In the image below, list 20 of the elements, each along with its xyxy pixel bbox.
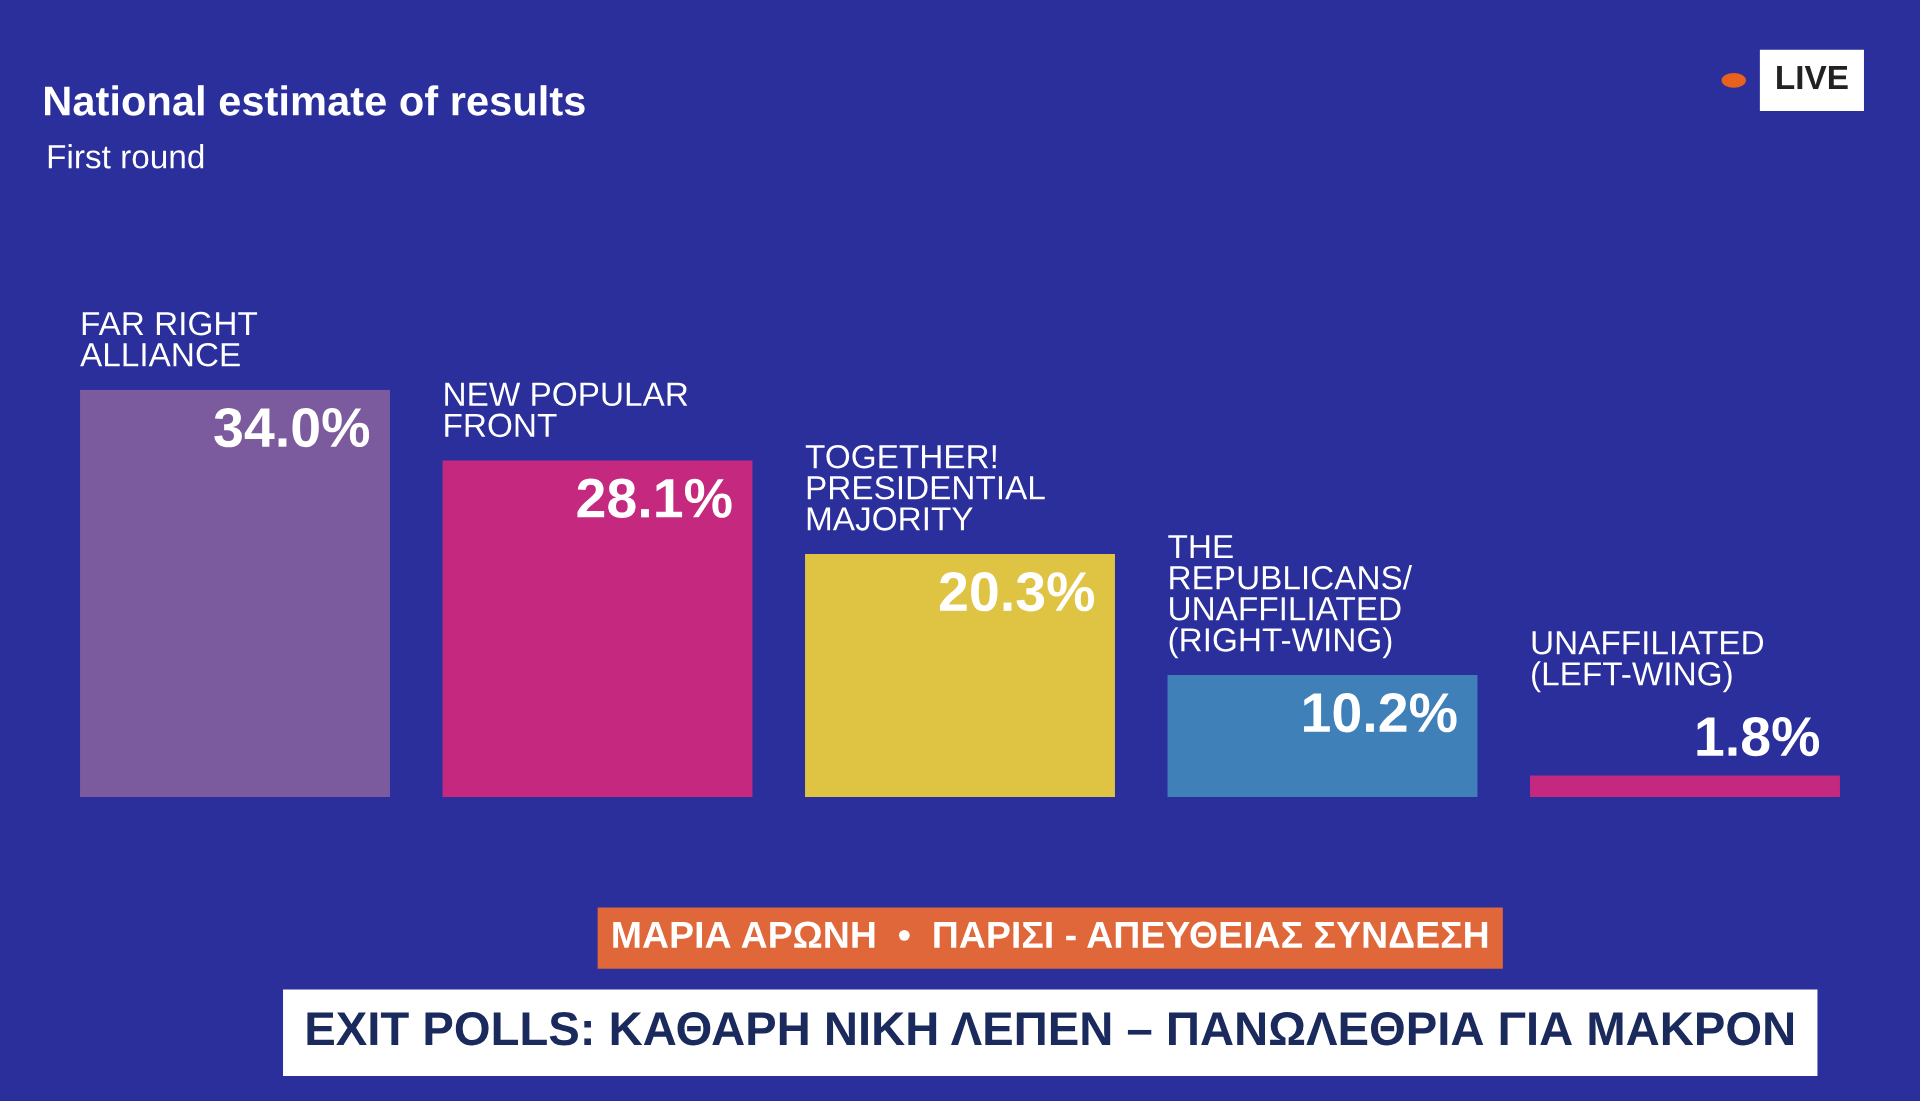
bar	[1167, 674, 1478, 798]
x-tick-label: NEW POPULAR FRONT	[445, 382, 688, 438]
text: LIVE	[1777, 66, 1848, 89]
chart-subtitle: First round	[48, 144, 204, 169]
bar	[442, 460, 753, 798]
x-tick-label: THE REPUBLICANS/ UNAFFILIATED (RIGHT-WING)	[1168, 535, 1413, 659]
x-tick-label: UNAFFILIATED (LEFT-WING)	[1532, 631, 1764, 693]
bar	[805, 553, 1115, 798]
text: EXIT POLLS: ΚΑΘΑΡΗ ΝΙΚΗ ΛΕΠΕΝ – ΠΑΝΩΛΕΘΡΙΑ ΓΙΑ ΜΑΚΡΟΝ	[307, 1011, 1794, 1046]
x-tick-label: TOGETHER! PRESIDENTIAL MAJORITY	[805, 444, 1045, 531]
bar	[80, 389, 390, 798]
data-label: 20.3%	[939, 572, 1095, 612]
data-label: 10.2%	[1304, 693, 1457, 733]
data-label: 1.8%	[1697, 716, 1820, 757]
data-label: 34.0%	[214, 407, 370, 448]
x-tick-label: FAR RIGHT ALLIANCE	[80, 311, 258, 367]
data-label: 28.1%	[577, 478, 732, 518]
chart-title: National estimate of results	[45, 85, 585, 116]
text: ΜΑΡΙΑ ΑΡΩΝΗ • ΠΑΡΙΣΙ - ΑΠΕΥΘΕΙΑΣ ΣΥΝΔΕΣΗ	[613, 921, 1488, 949]
bar	[1530, 775, 1840, 798]
